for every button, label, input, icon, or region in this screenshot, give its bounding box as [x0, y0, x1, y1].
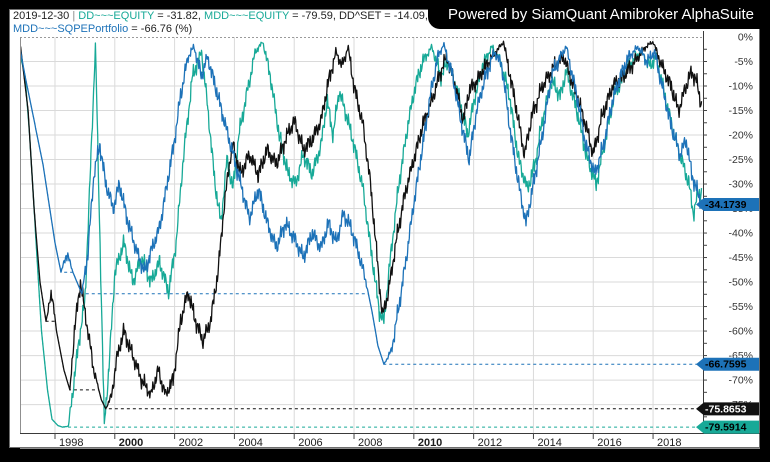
axis-value-marker-label: -34.1739 [705, 199, 747, 211]
y-axis-label: 0% [738, 32, 753, 44]
y-axis-label: -5% [734, 56, 753, 68]
mdd-dashed-DD-SET [20, 46, 702, 410]
title-segment: MDD~~~EQUITY [204, 10, 290, 22]
axis-value-marker-label: -66.7595 [705, 359, 747, 371]
title-line-1: 2019-12-30 | DD~~~EQUITY = -31.82, MDD~~… [13, 10, 448, 23]
x-tick-label: 2008 [358, 437, 382, 449]
y-axis-label: -10% [728, 81, 753, 93]
title-segment: = -31.82, [154, 10, 205, 22]
title-segment: DD~~~EQUITY [78, 10, 155, 22]
y-axis-label: -45% [728, 252, 753, 264]
y-axis-label: -15% [728, 105, 753, 117]
title-segment: MDD~~~SQPEPortfolio [13, 23, 129, 35]
y-axis-label: -55% [728, 301, 753, 313]
x-tick-label: 2014 [537, 437, 561, 449]
axis-value-marker-label: -75.8653 [705, 403, 747, 415]
axis-value-marker-label: -79.5914 [705, 422, 747, 434]
axis-value-marker [696, 420, 759, 434]
y-axis-label: -40% [728, 228, 753, 240]
axis-value-marker [696, 357, 759, 371]
mdd-dashed-DD-SQPEPortfolio [20, 51, 702, 365]
title-segment: = -66.76 (%) [128, 23, 193, 35]
title-segment: 2019-12-30 [13, 10, 70, 22]
chart-panel [9, 9, 760, 448]
y-axis-label: -60% [728, 326, 753, 338]
title-line-2: MDD~~~SQPEPortfolio = -66.76 (%) [13, 23, 448, 36]
y-axis-label: -70% [728, 375, 753, 387]
dd-series-DD-SQPEPortfolio [19, 41, 703, 365]
chart-title: 2019-12-30 | DD~~~EQUITY = -31.82, MDD~~… [13, 10, 448, 36]
y-axis-label: -30% [728, 179, 753, 191]
mdd-dashed-DD-EQUITY [20, 56, 702, 428]
dd-series-DD-SET [19, 40, 703, 410]
title-segment: DD^SET [338, 10, 382, 22]
title-segment: = -79.59, [289, 10, 339, 22]
x-tick-label: 2002 [179, 437, 203, 449]
x-tick-label: 2006 [298, 437, 322, 449]
x-tick-label: 2000 [119, 437, 143, 449]
x-tick-label: 2016 [597, 437, 621, 449]
y-axis-label: -20% [728, 130, 753, 142]
x-tick-label: 2012 [478, 437, 502, 449]
axis-value-marker [696, 197, 759, 211]
x-tick-label: 2018 [657, 437, 681, 449]
powered-by-badge: Powered by SiamQuant Amibroker AlphaSuit… [428, 0, 770, 29]
x-tick-label: 1998 [59, 437, 83, 449]
y-axis-label: -50% [728, 277, 753, 289]
x-tick-label: 2010 [418, 437, 442, 449]
title-segment: | [69, 10, 79, 22]
dd-series-DD-EQUITY [19, 41, 703, 428]
axis-value-marker [696, 402, 759, 416]
x-tick-label: 2004 [238, 437, 262, 449]
y-axis-label: -25% [728, 154, 753, 166]
